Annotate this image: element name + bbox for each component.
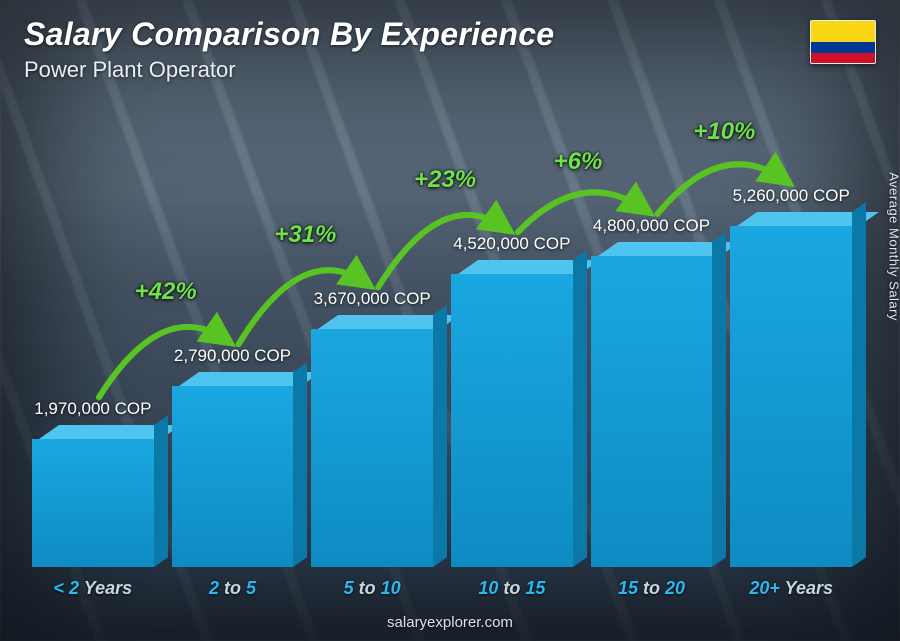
- bar-value-label: 5,260,000 COP: [733, 186, 850, 206]
- bar-side-face: [293, 362, 307, 567]
- bar: [311, 315, 433, 567]
- flag-stripe: [811, 53, 875, 64]
- bar-value-label: 4,520,000 COP: [453, 234, 570, 254]
- flag-stripe: [811, 21, 875, 42]
- x-axis-category: < 2 Years: [32, 578, 154, 599]
- salary-bar-chart: 1,970,000 COP 2,790,000 COP 3,670,000 COP 4…: [32, 130, 852, 567]
- header: Salary Comparison By Experience Power Pl…: [24, 16, 876, 83]
- y-axis-label: Average Monthly Salary: [887, 172, 900, 321]
- bar-front-face: [172, 386, 294, 567]
- page-title: Salary Comparison By Experience: [24, 16, 876, 53]
- bar-column: 5,260,000 COP: [730, 186, 852, 567]
- country-flag-icon: [810, 20, 876, 64]
- bar-column: 2,790,000 COP: [172, 346, 294, 567]
- bar-side-face: [852, 202, 866, 567]
- bar: [172, 372, 294, 567]
- bar-side-face: [712, 232, 726, 567]
- x-axis-category: 15 to 20: [591, 578, 713, 599]
- bar-front-face: [730, 226, 852, 567]
- flag-stripe: [811, 42, 875, 53]
- bar-value-label: 1,970,000 COP: [34, 399, 151, 419]
- bar: [591, 242, 713, 567]
- bar-side-face: [433, 305, 447, 567]
- footer-attribution: salaryexplorer.com: [0, 614, 900, 631]
- bar: [451, 260, 573, 567]
- x-axis-category: 10 to 15: [451, 578, 573, 599]
- x-axis-category: 5 to 10: [311, 578, 433, 599]
- bar-value-label: 3,670,000 COP: [314, 289, 431, 309]
- bar-column: 4,800,000 COP: [591, 216, 713, 567]
- bar-front-face: [591, 256, 713, 567]
- bar-column: 3,670,000 COP: [311, 289, 433, 567]
- page-subtitle: Power Plant Operator: [24, 57, 876, 83]
- bar-side-face: [573, 250, 587, 567]
- bar-column: 4,520,000 COP: [451, 234, 573, 567]
- bar: [730, 212, 852, 567]
- bar-value-label: 4,800,000 COP: [593, 216, 710, 236]
- bar: [32, 425, 154, 567]
- bar-column: 1,970,000 COP: [32, 399, 154, 567]
- bar-front-face: [32, 439, 154, 567]
- bar-value-label: 2,790,000 COP: [174, 346, 291, 366]
- bar-front-face: [451, 274, 573, 567]
- x-axis-category: 2 to 5: [172, 578, 294, 599]
- x-axis-category: 20+ Years: [730, 578, 852, 599]
- bar-side-face: [154, 416, 168, 567]
- x-axis-labels: < 2 Years 2 to 5 5 to 10 10 to 15 15 to 20 20…: [32, 578, 852, 599]
- bar-front-face: [311, 329, 433, 567]
